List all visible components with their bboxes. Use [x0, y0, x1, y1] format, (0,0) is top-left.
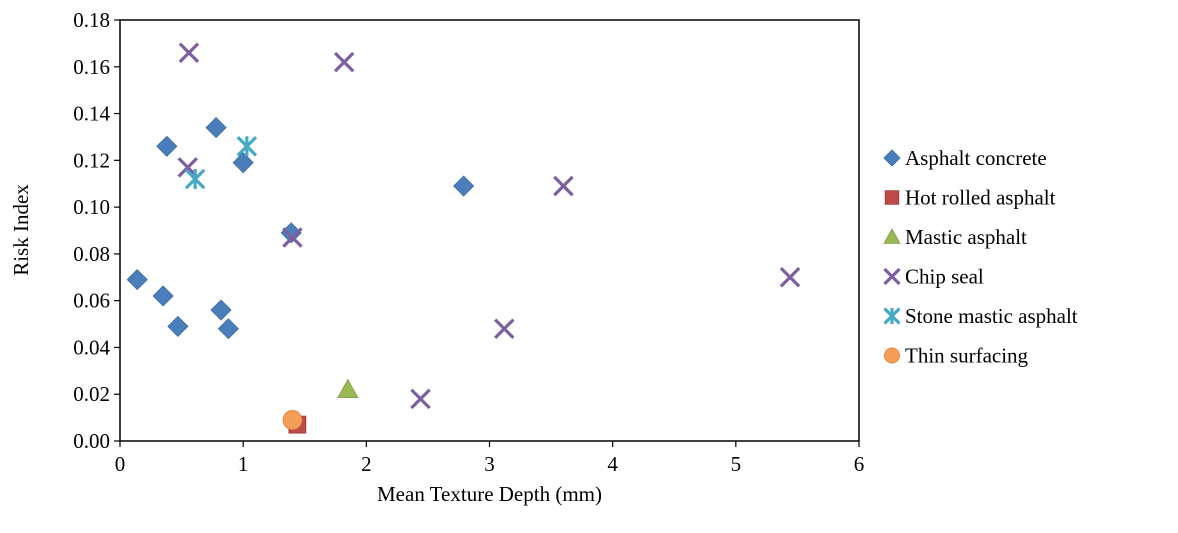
point-chip-seal	[333, 51, 355, 73]
point-chip-seal	[553, 175, 574, 197]
legend-marker-asphalt-concrete	[883, 149, 901, 167]
legend-marker-mastic-asphalt	[883, 228, 901, 244]
y-tick-label: 0.10	[73, 195, 110, 219]
point-stone-mastic-asphalt	[236, 136, 258, 157]
data-points	[126, 42, 801, 434]
point-asphalt-concrete	[152, 285, 174, 307]
point-chip-seal	[779, 267, 801, 288]
legend: Asphalt concrete Hot rolled asphalt Mastic…	[883, 146, 1078, 368]
y-axis: 0.00 0.02 0.04 0.06 0.08 0.10 0.12 0.14 0.16 0.18	[73, 8, 120, 453]
legend-item-stone-mastic-asphalt: Stone mastic asphalt	[883, 304, 1078, 328]
legend-marker-thin-surfacing	[884, 347, 901, 364]
y-tick-label: 0.06	[73, 289, 110, 313]
point-mastic-asphalt	[337, 378, 359, 398]
legend-marker-stone-mastic-asphalt	[883, 307, 901, 325]
y-axis-title: Risk Index	[9, 184, 33, 276]
x-tick-label: 2	[361, 452, 372, 476]
x-tick-label: 0	[115, 452, 126, 476]
point-asphalt-concrete	[167, 315, 189, 337]
y-tick-label: 0.14	[73, 102, 110, 126]
legend-label-chip-seal: Chip seal	[905, 265, 984, 289]
legend-marker-hot-rolled-asphalt	[884, 190, 900, 205]
y-tick-label: 0.08	[73, 242, 110, 266]
point-asphalt-concrete	[205, 117, 227, 139]
y-tick-label: 0.12	[73, 148, 110, 172]
legend-marker-chip-seal	[883, 267, 901, 286]
x-tick-label: 3	[484, 452, 495, 476]
y-tick-label: 0.16	[73, 55, 110, 79]
point-asphalt-concrete	[210, 299, 232, 321]
legend-label-stone-mastic-asphalt: Stone mastic asphalt	[905, 304, 1078, 328]
point-chip-seal	[494, 318, 515, 339]
legend-item-chip-seal: Chip seal	[883, 265, 984, 289]
x-tick-label: 5	[731, 452, 742, 476]
point-chip-seal	[177, 157, 199, 178]
legend-label-hot-rolled-asphalt: Hot rolled asphalt	[905, 186, 1056, 210]
point-asphalt-concrete	[232, 152, 254, 174]
point-asphalt-concrete	[156, 135, 178, 157]
legend-item-mastic-asphalt: Mastic asphalt	[883, 225, 1027, 249]
plot-area	[119, 19, 860, 442]
point-thin-surfacing	[282, 410, 303, 430]
point-asphalt-concrete	[126, 269, 148, 291]
x-tick-label: 1	[238, 452, 249, 476]
y-tick-label: 0.00	[73, 429, 110, 453]
x-tick-label: 6	[854, 452, 865, 476]
point-stone-mastic-asphalt	[184, 168, 206, 190]
legend-item-thin-surfacing: Thin surfacing	[884, 344, 1029, 368]
y-tick-label: 0.18	[73, 8, 110, 32]
point-chip-seal	[282, 227, 303, 248]
point-chip-seal	[178, 42, 200, 64]
legend-label-mastic-asphalt: Mastic asphalt	[905, 225, 1027, 249]
y-tick-label: 0.04	[73, 335, 110, 359]
legend-item-hot-rolled-asphalt: Hot rolled asphalt	[884, 186, 1056, 210]
x-axis: 0 1 2 3 4 5 6	[115, 441, 865, 476]
legend-label-thin-surfacing: Thin surfacing	[905, 344, 1029, 368]
y-tick-label: 0.02	[73, 382, 110, 406]
point-asphalt-concrete	[453, 175, 475, 197]
x-axis-title: Mean Texture Depth (mm)	[377, 482, 602, 506]
legend-item-asphalt-concrete: Asphalt concrete	[883, 146, 1047, 170]
legend-label-asphalt-concrete: Asphalt concrete	[905, 146, 1047, 170]
x-tick-label: 4	[607, 452, 618, 476]
point-asphalt-concrete	[217, 318, 239, 340]
point-chip-seal	[410, 388, 431, 410]
